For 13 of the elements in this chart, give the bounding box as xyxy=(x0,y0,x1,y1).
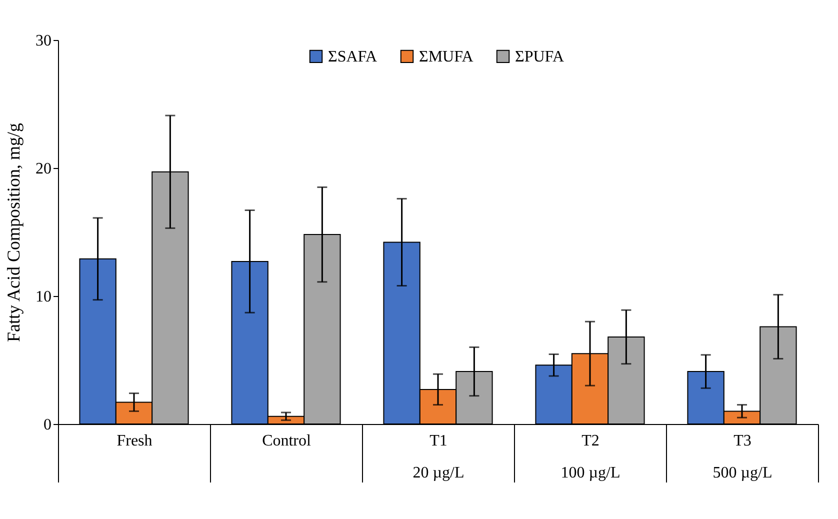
legend-label: ΣSAFA xyxy=(328,48,378,66)
x-tick-label: Fresh xyxy=(116,432,152,450)
x-tick-label: T2 100 µg/L xyxy=(560,432,620,482)
y-axis-title: Fatty Acid Composition, mg/g xyxy=(4,122,24,342)
y-tick-label: 20 xyxy=(36,160,52,178)
legend-label: ΣPUFA xyxy=(515,48,564,66)
x-tick-label: T3 500 µg/L xyxy=(712,432,772,482)
x-tick-label: T1 20 µg/L xyxy=(412,432,464,482)
legend-label: ΣMUFA xyxy=(419,48,474,66)
y-tick-label: 10 xyxy=(36,288,52,306)
y-tick-label: 30 xyxy=(36,32,52,50)
y-tick-label: 0 xyxy=(44,416,52,434)
x-tick-label: Control xyxy=(262,432,312,450)
